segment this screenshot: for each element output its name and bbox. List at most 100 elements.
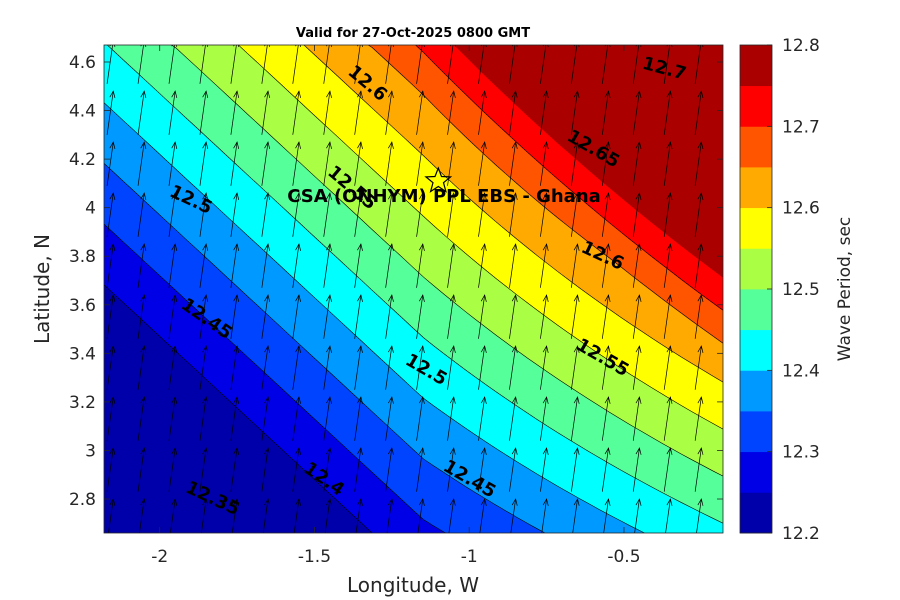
- arrow-shaft: [199, 396, 207, 441]
- direction-arrow: [540, 192, 549, 237]
- y-tick-label: 2.8: [69, 490, 96, 510]
- arrow-shaft: [261, 447, 269, 492]
- arrow-shaft: [137, 295, 145, 339]
- direction-arrow: [323, 447, 332, 492]
- direction-arrow: [601, 90, 611, 135]
- arrow-head: [729, 142, 734, 149]
- direction-arrow: [230, 243, 240, 288]
- direction-arrow: [509, 192, 518, 237]
- arrow-shaft: [540, 45, 547, 84]
- arrow-head: [697, 243, 704, 251]
- arrow-shaft: [168, 244, 176, 288]
- arrow-head: [666, 243, 673, 251]
- direction-arrow: [323, 294, 332, 339]
- arrow-head: [295, 192, 301, 200]
- arrow-head: [418, 447, 425, 455]
- direction-arrow: [509, 294, 518, 339]
- direction-arrow: [137, 141, 147, 186]
- colorbar-segment: [740, 370, 772, 412]
- arrow-shaft: [726, 244, 732, 288]
- arrow-head: [729, 499, 734, 506]
- arrow-shaft: [168, 447, 176, 492]
- arrow-head: [449, 345, 456, 353]
- arrow-shaft: [540, 91, 547, 135]
- x-tick-label: -1.5: [298, 547, 331, 567]
- direction-arrow: [106, 396, 116, 441]
- contour-line: [171, 45, 723, 477]
- arrow-head: [449, 243, 456, 251]
- arrow-head: [109, 90, 116, 99]
- arrow-head: [418, 294, 425, 302]
- direction-arrow: [293, 498, 301, 533]
- arrow-shaft: [726, 40, 732, 84]
- arrow-shaft: [417, 498, 424, 533]
- arrow-shaft: [106, 91, 114, 135]
- direction-arrow: [292, 141, 301, 186]
- arrow-head: [542, 141, 549, 149]
- arrow-head: [171, 90, 178, 99]
- direction-arrow: [200, 498, 209, 533]
- direction-arrow: [509, 345, 518, 390]
- direction-arrow: [447, 447, 456, 492]
- direction-arrow: [479, 498, 487, 533]
- arrow-shaft: [354, 346, 362, 390]
- arrow-head: [171, 294, 178, 302]
- arrow-shaft: [168, 295, 176, 339]
- arrow-head: [573, 447, 580, 455]
- arrow-head: [233, 192, 240, 200]
- arrow-shaft: [354, 142, 362, 186]
- arrow-shaft: [230, 295, 238, 339]
- direction-arrow: [354, 45, 363, 84]
- arrow-head: [542, 345, 549, 353]
- arrow-shaft: [168, 45, 175, 84]
- arrow-head: [388, 192, 394, 200]
- arrow-shaft: [572, 498, 578, 533]
- direction-arrow: [416, 141, 425, 186]
- arrow-head: [357, 396, 363, 404]
- arrow-shaft: [231, 498, 238, 533]
- arrow-shaft: [663, 295, 671, 339]
- arrow-head: [511, 447, 518, 455]
- arrow-shaft: [354, 396, 362, 441]
- arrow-head: [140, 141, 147, 149]
- direction-arrow: [570, 294, 580, 339]
- direction-arrow: [663, 141, 673, 186]
- arrow-head: [202, 447, 209, 455]
- arrow-head: [326, 447, 332, 455]
- y-tick-label: 3.8: [69, 247, 96, 267]
- direction-arrow: [230, 345, 240, 390]
- arrow-shaft: [261, 142, 269, 186]
- direction-arrow: [694, 243, 704, 288]
- direction-arrow: [199, 45, 209, 84]
- arrow-shaft: [726, 193, 732, 237]
- direction-arrow: [447, 345, 456, 390]
- arrow-shaft: [354, 45, 361, 84]
- direction-arrow: [694, 45, 704, 84]
- direction-arrow: [354, 396, 363, 441]
- direction-arrow: [663, 45, 673, 84]
- direction-arrow: [385, 345, 394, 390]
- arrow-head: [233, 498, 240, 506]
- colorbar-segment: [740, 411, 772, 453]
- arrow-head: [140, 447, 147, 455]
- arrow-head: [449, 498, 456, 506]
- arrow-shaft: [108, 498, 114, 533]
- arrow-head: [264, 141, 271, 149]
- arrow-shaft: [323, 142, 331, 186]
- arrow-shaft: [694, 447, 702, 492]
- direction-arrow: [168, 45, 178, 84]
- arrow-shaft: [540, 142, 547, 186]
- direction-arrow: [106, 45, 116, 84]
- colorbar-segment: [740, 207, 772, 249]
- arrow-shaft: [385, 91, 393, 135]
- arrow-head: [264, 498, 271, 506]
- direction-arrow: [447, 294, 456, 339]
- arrow-head: [697, 294, 704, 302]
- arrow-head: [480, 498, 487, 506]
- arrow-shaft: [230, 396, 238, 441]
- direction-arrow: [570, 90, 580, 135]
- contour-line: [415, 45, 723, 311]
- colorbar-tick-label: 12.8: [782, 36, 820, 56]
- direction-arrow: [632, 192, 642, 237]
- arrow-shaft: [137, 447, 145, 492]
